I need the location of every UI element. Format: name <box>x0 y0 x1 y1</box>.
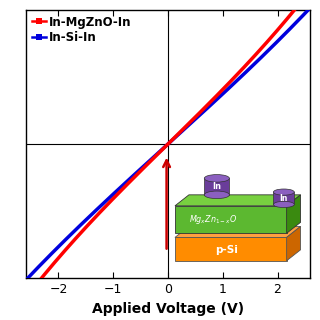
X-axis label: Applied Voltage (V): Applied Voltage (V) <box>92 302 244 316</box>
Legend: In-MgZnO-In, In-Si-In: In-MgZnO-In, In-Si-In <box>29 13 134 46</box>
